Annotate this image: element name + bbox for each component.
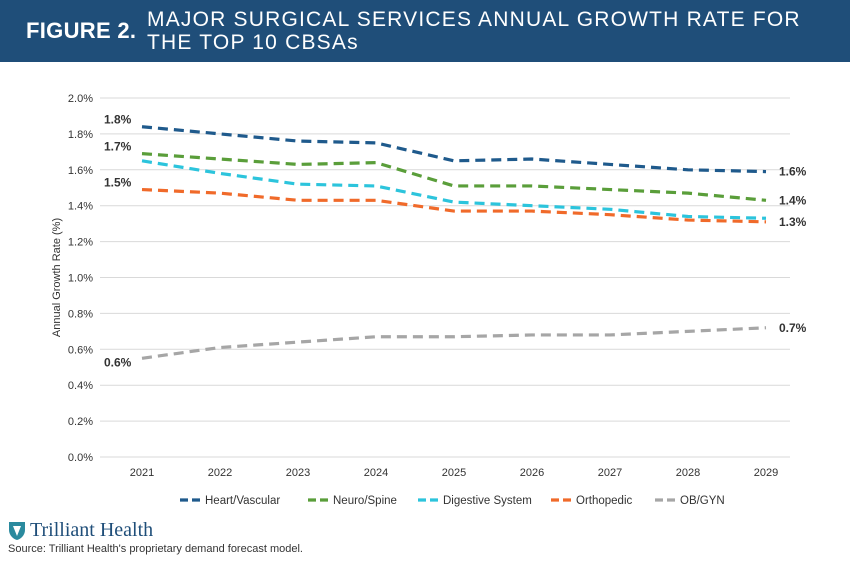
series-line-heart-vascular bbox=[141, 125, 767, 174]
start-value-label: 1.7% bbox=[104, 140, 132, 154]
trilliant-shield-icon bbox=[9, 521, 25, 540]
y-tick-label: 1.4% bbox=[68, 201, 93, 213]
start-value-label: 1.5% bbox=[104, 176, 132, 190]
x-tick-label: 2023 bbox=[286, 467, 310, 479]
end-value-label: 1.3% bbox=[779, 215, 807, 229]
y-tick-label: 0.0% bbox=[68, 452, 93, 464]
y-axis-label: Annual Growth Rate (%) bbox=[51, 218, 63, 337]
legend-label: Digestive System bbox=[443, 495, 532, 507]
legend-label: Orthopedic bbox=[576, 495, 633, 507]
y-tick-label: 0.8% bbox=[68, 308, 93, 320]
y-tick-label: 0.4% bbox=[68, 380, 93, 392]
x-tick-label: 2025 bbox=[442, 467, 466, 479]
x-tick-label: 2022 bbox=[208, 467, 232, 479]
x-tick-label: 2027 bbox=[598, 467, 622, 479]
trilliant-logo: Trilliant Health bbox=[8, 519, 153, 542]
y-tick-label: 1.8% bbox=[68, 129, 93, 141]
series-line-ob-gyn bbox=[141, 326, 767, 360]
x-tick-label: 2024 bbox=[364, 467, 388, 479]
end-value-label: 1.4% bbox=[779, 193, 807, 207]
figure-label: FIGURE 2. bbox=[26, 18, 137, 43]
series-line-digestive-system bbox=[141, 159, 767, 220]
y-tick-label: 0.6% bbox=[68, 344, 93, 356]
x-tick-label: 2021 bbox=[130, 467, 154, 479]
y-tick-label: 1.6% bbox=[68, 165, 93, 177]
line-chart: 0.0% 0.2% 0.4% 0.6% 0.8% 1.0% 1.2% 1.4% 1.6% 1.8%… bbox=[51, 93, 807, 507]
start-value-label: 1.8% bbox=[104, 113, 132, 127]
y-tick-label: 1.2% bbox=[68, 237, 93, 249]
legend-label: Heart/Vascular bbox=[205, 495, 280, 507]
logo-text: Trilliant Health bbox=[30, 519, 154, 541]
legend-label: Neuro/Spine bbox=[333, 495, 397, 507]
end-value-label: 0.7% bbox=[779, 321, 807, 335]
x-tick-label: 2028 bbox=[676, 467, 700, 479]
source-note: Source: Trilliant Health's proprietary d… bbox=[8, 543, 303, 555]
x-tick-label: 2026 bbox=[520, 467, 544, 479]
figure-header: FIGURE 2. MAJOR SURGICAL SERVICES ANNUAL… bbox=[0, 0, 850, 62]
y-tick-label: 0.2% bbox=[68, 416, 93, 428]
figure-title: MAJOR SURGICAL SERVICES ANNUAL GROWTH RA… bbox=[147, 8, 801, 54]
y-tick-label: 2.0% bbox=[68, 93, 93, 105]
y-tick-label: 1.0% bbox=[68, 273, 93, 285]
start-value-label: 0.6% bbox=[104, 355, 132, 369]
x-tick-label: 2029 bbox=[754, 467, 778, 479]
legend-label: OB/GYN bbox=[680, 495, 725, 507]
end-value-label: 1.6% bbox=[779, 165, 807, 179]
series-line-neuro-spine bbox=[141, 152, 767, 202]
